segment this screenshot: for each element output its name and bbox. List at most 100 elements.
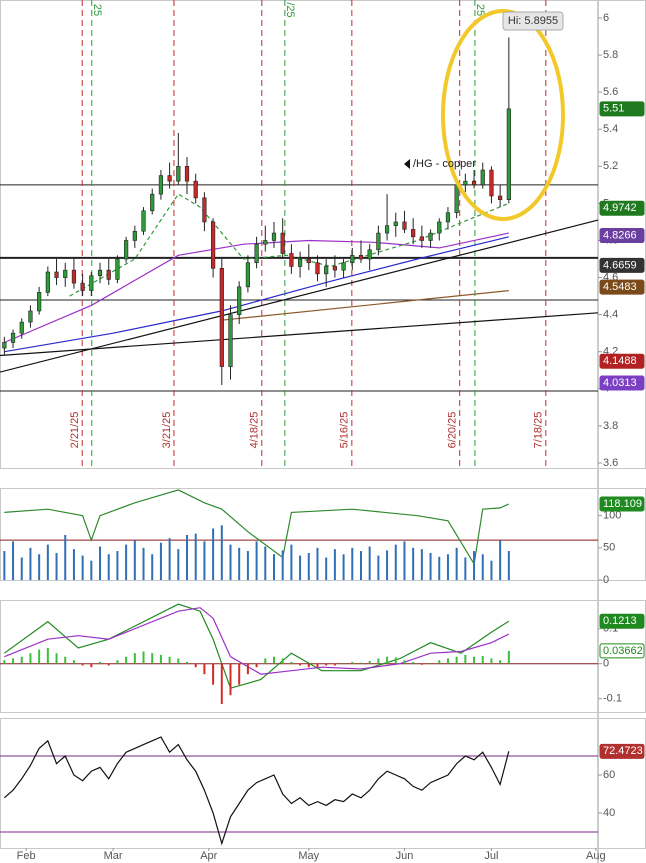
candle-body [271, 232, 277, 241]
candle-body [419, 236, 424, 241]
volume-bar [107, 554, 110, 580]
price-label-box [599, 228, 645, 244]
volume-bar [220, 525, 223, 580]
volume-bar [142, 547, 145, 580]
volume-bar [99, 546, 102, 580]
histogram-bar [446, 658, 449, 664]
candle-body [176, 166, 181, 182]
volume-bar [81, 555, 84, 580]
volume-bar [307, 552, 310, 580]
volume-bar [159, 542, 162, 580]
marker-label: 25 [474, 4, 486, 16]
histogram-bar [464, 654, 467, 664]
histogram-bar [316, 663, 319, 668]
highlight-ellipse [441, 9, 565, 221]
histogram-bar [238, 663, 241, 685]
histogram-bar [473, 656, 476, 664]
price-label-box [599, 279, 645, 295]
volume-bar [499, 540, 502, 580]
histogram-bar [107, 663, 110, 666]
date-marker-label: 5/16/25 [339, 412, 351, 449]
x-tick-label: Aug [586, 850, 606, 862]
candle-body [445, 212, 451, 223]
candle-body [324, 266, 329, 275]
price-label: 4.9742 [603, 202, 637, 214]
volume-bar [203, 541, 206, 580]
candle-body [471, 180, 477, 186]
date-marker-label: 3/21/25 [161, 412, 173, 449]
volume-bar [412, 547, 415, 580]
candle-body [350, 255, 355, 264]
candle-body [219, 268, 224, 367]
y-tick-label: 4.4 [603, 309, 618, 321]
histogram-bar [125, 656, 128, 664]
candle-body [237, 286, 242, 315]
volume-bar [46, 544, 49, 580]
histogram-bar [177, 658, 180, 664]
candle-body [332, 266, 337, 271]
candle-body [463, 180, 468, 186]
histogram-bar [20, 656, 23, 664]
candle-body [393, 221, 398, 226]
histogram-bar [29, 653, 32, 664]
date-marker-label: 2/21/25 [69, 412, 81, 449]
y-tick-label: 100 [603, 510, 621, 522]
candle-body [10, 332, 16, 343]
price-label-box [599, 743, 645, 759]
histogram-bar [99, 661, 102, 664]
histogram-bar [38, 649, 41, 664]
volume-bar [507, 551, 510, 580]
volume-bar [446, 554, 449, 580]
y-tick-label: -0.1 [603, 693, 622, 705]
price-label-box [599, 200, 645, 216]
y-tick-label: 5.2 [603, 160, 618, 172]
candle-body [289, 253, 294, 267]
candle-body [315, 262, 320, 275]
histogram-bar [377, 658, 380, 664]
histogram-bar [290, 661, 293, 664]
y-tick-label: 60 [603, 769, 615, 781]
price-label: 0.1213 [603, 615, 637, 627]
histogram-bar [455, 656, 458, 664]
histogram-bar [394, 657, 397, 664]
price-label-box [599, 643, 645, 659]
histogram-bar [3, 660, 6, 664]
price-label: 0.03662 [603, 645, 643, 657]
candle-body [89, 275, 94, 291]
y-tick-label: 6 [603, 12, 609, 24]
y-tick-label: 3.8 [603, 420, 618, 432]
candle-body [437, 221, 442, 234]
histogram-bar [429, 663, 432, 664]
candle-body [263, 240, 268, 245]
hi-label: Hi: 5.8955 [508, 15, 558, 27]
histogram-bar [499, 660, 502, 664]
y-tick-label: 5.8 [603, 49, 618, 61]
symbol-label: /HG - copper [413, 158, 476, 170]
date-marker-label: 6/20/25 [447, 412, 459, 449]
histogram-bar [255, 663, 258, 668]
volume-bar [386, 550, 389, 580]
candle-body [19, 321, 24, 334]
histogram-bar [203, 663, 206, 675]
date-marker-label: 7/18/25 [533, 412, 545, 449]
volume-bar [151, 554, 154, 580]
candle-body [115, 258, 120, 280]
overlay-line [221, 290, 509, 321]
histogram-bar [81, 663, 84, 666]
candle-body [228, 314, 233, 367]
histogram-bar [307, 663, 310, 668]
candle-body [184, 166, 190, 182]
candle-body [402, 221, 407, 230]
candle-body [506, 108, 511, 200]
volume-bar [238, 547, 241, 580]
candle-body [411, 229, 416, 238]
candle-body [489, 169, 494, 197]
histogram-bar [12, 658, 15, 664]
volume-bar [281, 550, 284, 580]
price-label: 4.5483 [603, 281, 637, 293]
candle-body [63, 269, 68, 278]
volume-bar [72, 549, 75, 580]
candle-body [80, 282, 85, 291]
histogram-bar [403, 660, 406, 664]
